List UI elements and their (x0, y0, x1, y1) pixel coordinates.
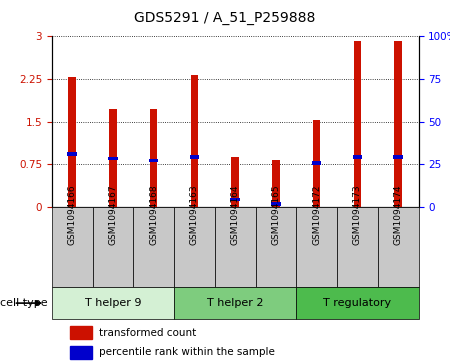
Text: GSM1094165: GSM1094165 (271, 185, 280, 245)
Bar (378, 207, 419, 287)
Bar (133, 207, 174, 287)
Text: GSM1094172: GSM1094172 (312, 185, 321, 245)
Bar (313, 121, 320, 207)
Bar (395, 41, 402, 207)
Bar (189, 155, 199, 159)
Bar (191, 75, 198, 207)
Bar (337, 207, 378, 287)
Bar (312, 162, 321, 165)
Text: GSM1094164: GSM1094164 (230, 185, 239, 245)
Bar (70, 326, 92, 339)
Text: GSM1094163: GSM1094163 (190, 185, 199, 245)
Text: transformed count: transformed count (99, 327, 197, 338)
Bar (149, 159, 158, 162)
Bar (52, 287, 174, 319)
Bar (271, 202, 281, 206)
Bar (174, 207, 215, 287)
Text: GSM1094174: GSM1094174 (394, 185, 403, 245)
Bar (296, 287, 418, 319)
Text: GSM1094173: GSM1094173 (353, 185, 362, 245)
Bar (353, 155, 362, 159)
Bar (215, 207, 256, 287)
Text: GSM1094167: GSM1094167 (108, 185, 117, 245)
Bar (231, 157, 239, 207)
Bar (354, 41, 361, 207)
Text: T regulatory: T regulatory (323, 298, 392, 308)
Text: cell type: cell type (0, 298, 47, 308)
Text: GDS5291 / A_51_P259888: GDS5291 / A_51_P259888 (134, 11, 316, 25)
Bar (68, 152, 77, 156)
Bar (272, 160, 279, 207)
Text: GSM1094166: GSM1094166 (68, 185, 76, 245)
Bar (150, 109, 157, 207)
Bar (108, 157, 117, 160)
Bar (109, 109, 117, 207)
Bar (296, 207, 337, 287)
Text: percentile rank within the sample: percentile rank within the sample (99, 347, 275, 357)
Bar (52, 207, 93, 287)
Bar (68, 77, 76, 207)
Bar (70, 346, 92, 359)
Text: T helper 2: T helper 2 (207, 298, 263, 308)
Bar (174, 287, 296, 319)
Bar (393, 155, 403, 159)
Bar (93, 207, 133, 287)
Bar (256, 207, 296, 287)
Text: GSM1094168: GSM1094168 (149, 185, 158, 245)
Text: T helper 9: T helper 9 (85, 298, 141, 308)
Bar (230, 198, 240, 201)
